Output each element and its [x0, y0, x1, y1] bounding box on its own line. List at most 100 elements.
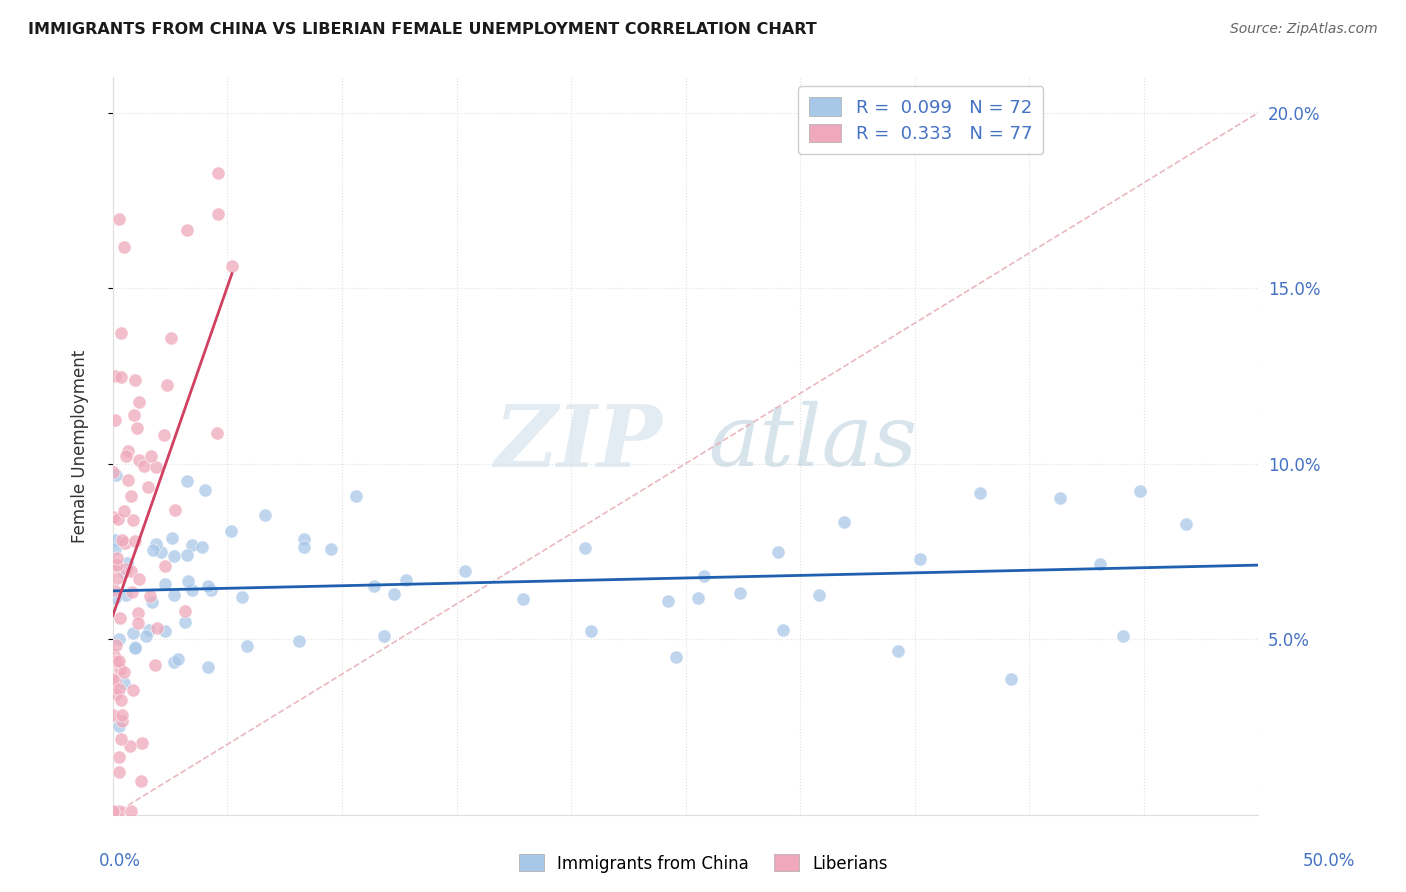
Point [292, 540, 315, 554]
Point [114, 536, 136, 550]
Point [103, 648, 125, 663]
Point [112, 240, 135, 254]
Point [124, 373, 146, 387]
Point [121, 585, 143, 599]
Point [124, 640, 146, 655]
Text: IMMIGRANTS FROM CHINA VS LIBERIAN FEMALE UNEMPLOYMENT CORRELATION CHART: IMMIGRANTS FROM CHINA VS LIBERIAN FEMALE… [28, 22, 817, 37]
Point [108, 610, 131, 624]
Point [176, 474, 198, 488]
Point [153, 577, 176, 591]
Point [104, 687, 127, 701]
Point [128, 395, 150, 409]
Point [115, 588, 138, 602]
Point [108, 804, 131, 818]
Point [101, 708, 124, 723]
Point [176, 223, 198, 237]
Point [105, 638, 128, 652]
Point [176, 548, 198, 562]
Point [373, 629, 395, 643]
Point [221, 259, 243, 273]
Point [454, 564, 477, 578]
Point [110, 692, 132, 706]
Point [574, 541, 596, 555]
Point [103, 582, 125, 597]
Point [1174, 517, 1197, 532]
Point [107, 632, 129, 646]
Point [344, 489, 367, 503]
Point [110, 369, 132, 384]
Point [908, 552, 931, 566]
Point [115, 449, 138, 463]
Point [969, 486, 991, 500]
Point [107, 512, 129, 526]
Point [207, 207, 229, 221]
Point [197, 660, 219, 674]
Point [581, 624, 603, 638]
Point [115, 557, 138, 571]
Y-axis label: Female Unemployment: Female Unemployment [72, 350, 89, 542]
Point [118, 739, 141, 753]
Point [142, 543, 165, 558]
Point [129, 773, 152, 788]
Point [807, 589, 830, 603]
Point [105, 558, 128, 573]
Point [138, 623, 160, 637]
Point [200, 583, 222, 598]
Point [108, 662, 131, 676]
Point [145, 536, 167, 550]
Point [103, 804, 125, 818]
Point [110, 732, 132, 747]
Point [105, 571, 128, 585]
Point [253, 508, 276, 522]
Point [127, 615, 149, 630]
Point [288, 634, 311, 648]
Point [120, 564, 142, 578]
Point [128, 572, 150, 586]
Legend: Immigrants from China, Liberians: Immigrants from China, Liberians [512, 847, 894, 880]
Point [110, 533, 132, 547]
Point [117, 473, 139, 487]
Point [101, 509, 124, 524]
Point [111, 714, 134, 729]
Point [165, 503, 187, 517]
Point [145, 657, 167, 672]
Point [104, 673, 127, 688]
Point [139, 590, 162, 604]
Point [104, 533, 127, 547]
Point [105, 550, 128, 565]
Text: 50.0%: 50.0% [1302, 852, 1355, 870]
Point [207, 425, 229, 440]
Point [160, 331, 183, 345]
Point [112, 504, 135, 518]
Point [1000, 673, 1022, 687]
Point [105, 654, 128, 668]
Point [104, 591, 127, 606]
Point [766, 545, 789, 559]
Point [108, 681, 131, 696]
Point [162, 588, 184, 602]
Point [110, 708, 132, 723]
Point [101, 672, 124, 686]
Point [174, 604, 197, 618]
Point [101, 465, 124, 479]
Point [382, 587, 405, 601]
Point [127, 606, 149, 620]
Point [693, 568, 716, 582]
Point [132, 459, 155, 474]
Point [363, 579, 385, 593]
Point [114, 562, 136, 576]
Point [236, 640, 259, 654]
Point [152, 427, 174, 442]
Point [124, 534, 146, 549]
Point [122, 683, 145, 698]
Point [104, 369, 127, 384]
Point [112, 565, 135, 579]
Point [108, 749, 131, 764]
Point [112, 665, 135, 680]
Point [117, 444, 139, 458]
Point [180, 538, 202, 552]
Point [155, 378, 177, 392]
Point [162, 549, 184, 564]
Point [665, 650, 688, 665]
Point [166, 652, 188, 666]
